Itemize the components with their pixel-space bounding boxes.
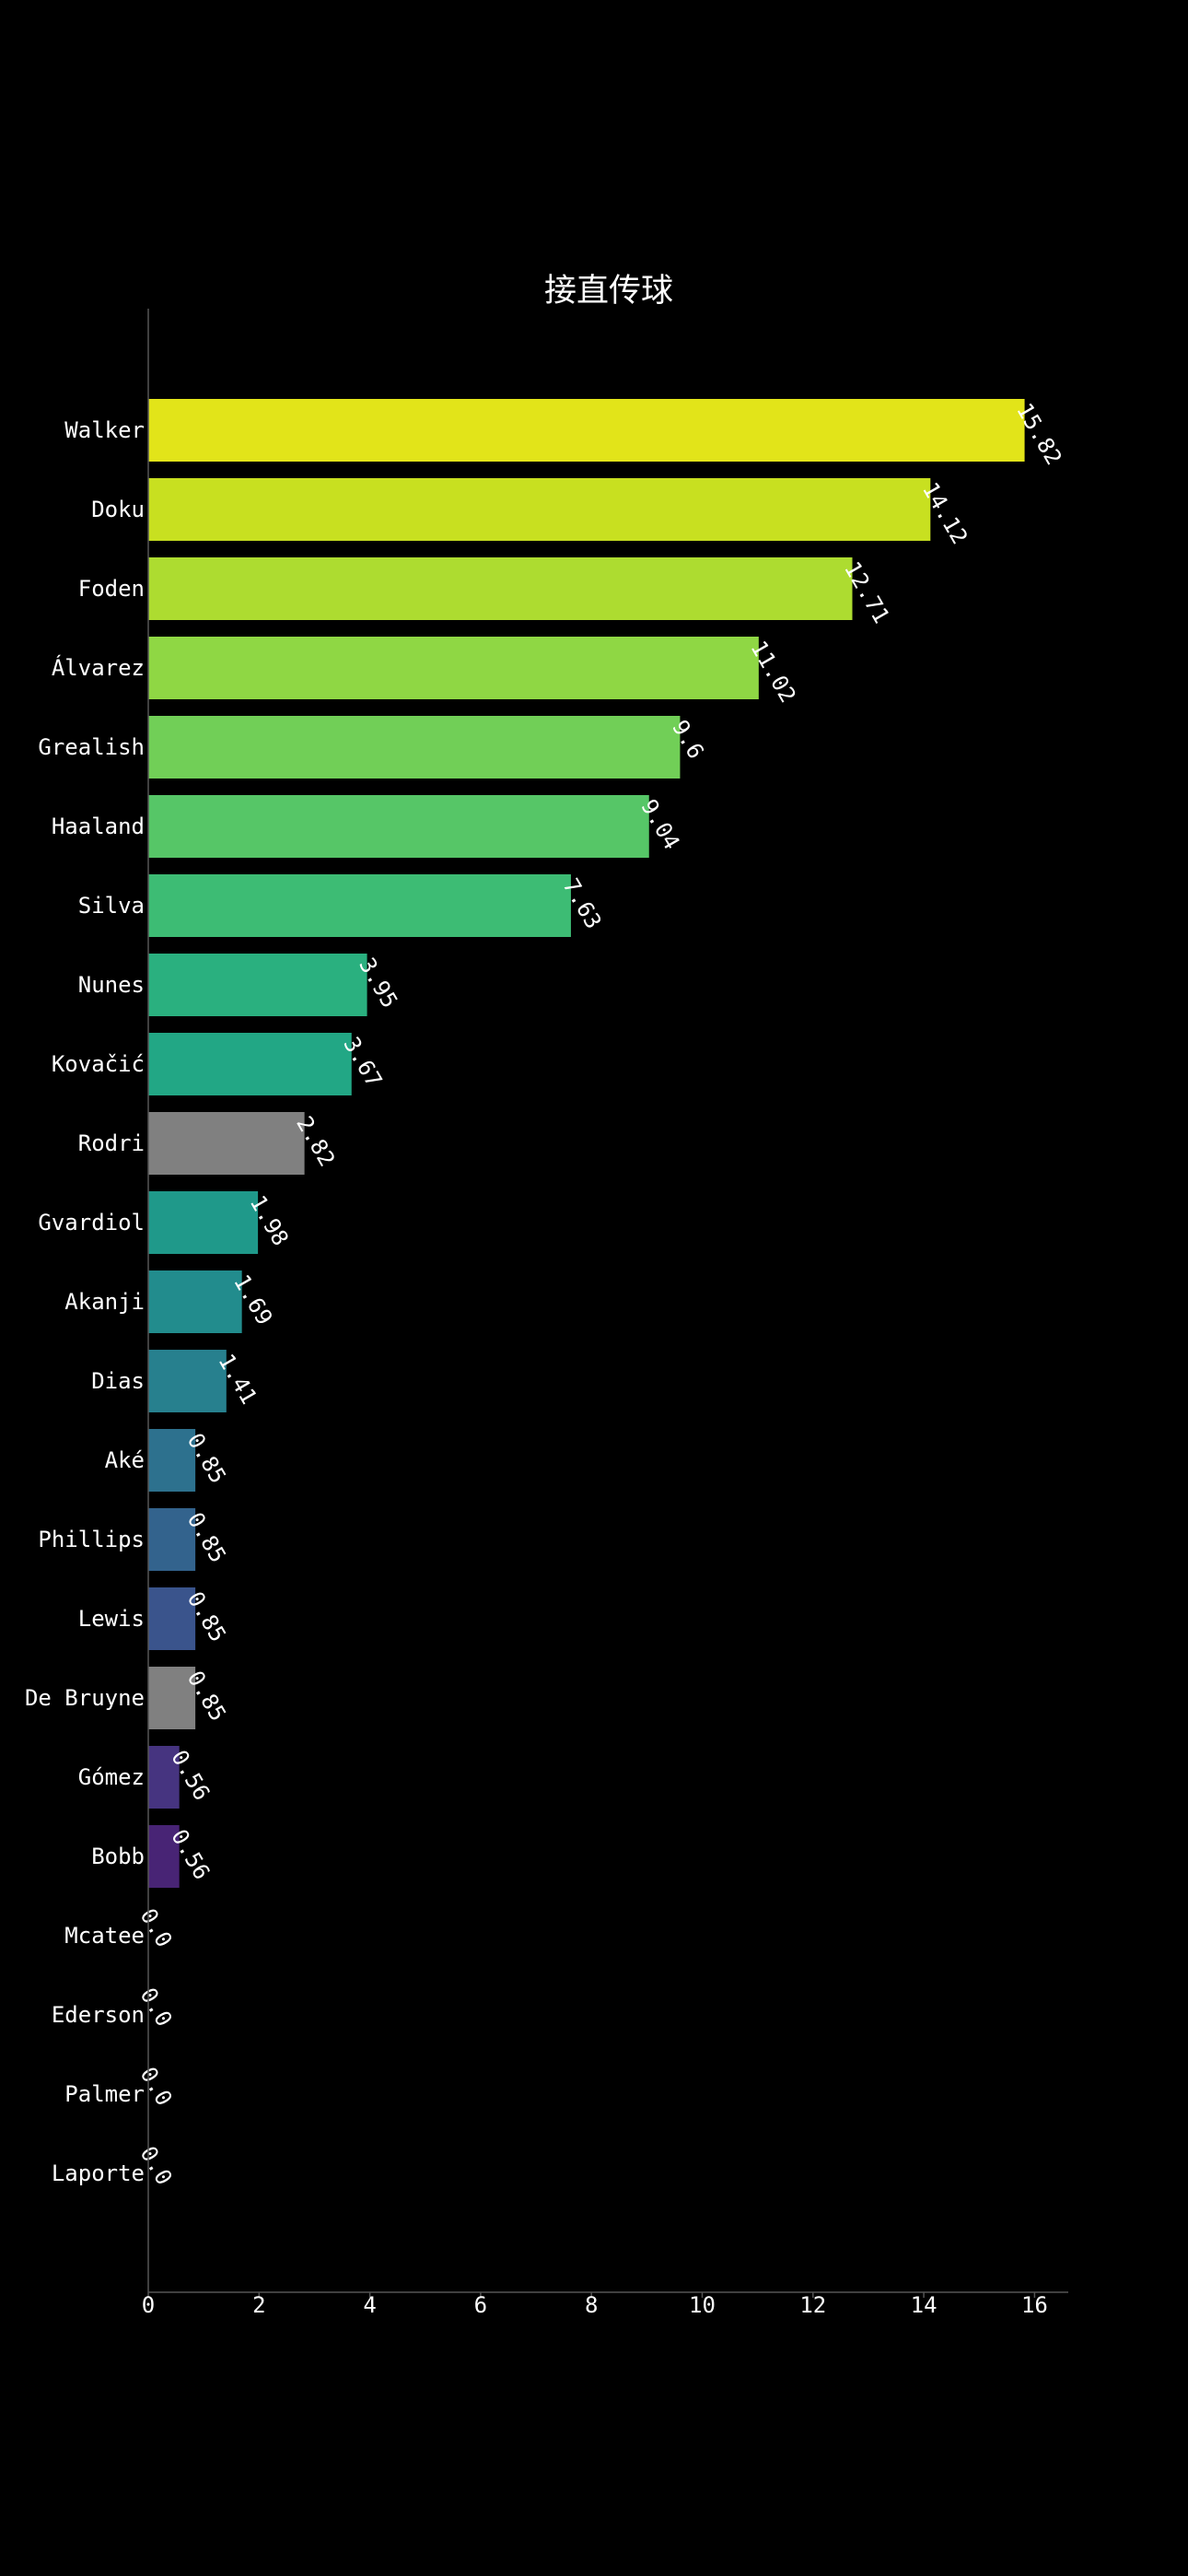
x-tick-label: 14 — [911, 2292, 938, 2318]
x-tick-label: 12 — [799, 2292, 826, 2318]
bar-walker — [148, 399, 1025, 462]
bars-group — [148, 399, 1025, 1888]
bar-foden — [148, 557, 853, 620]
category-label: Nunes — [78, 972, 145, 998]
bar-gómez — [148, 1746, 180, 1809]
category-label: Álvarez — [52, 654, 145, 681]
category-label: Palmer — [64, 2081, 145, 2107]
bar-akanji — [148, 1270, 242, 1333]
category-label: Gvardiol — [38, 1210, 145, 1235]
category-label: Rodri — [78, 1130, 145, 1156]
bar-kovačić — [148, 1033, 352, 1095]
bar-lewis — [148, 1587, 196, 1650]
category-label: Ederson — [52, 2002, 145, 2028]
bar-doku — [148, 478, 931, 541]
category-label: Doku — [91, 497, 145, 522]
bar-haaland — [148, 795, 649, 858]
category-labels-group: Walker Doku Foden Álvarez Grealish Haaland Sil… — [25, 417, 145, 2186]
bar-silva — [148, 874, 571, 937]
x-tick-label: 6 — [474, 2292, 487, 2318]
category-label: Mcatee — [64, 1923, 145, 1949]
category-label: De Bruyne — [25, 1685, 145, 1711]
category-label: Foden — [78, 576, 145, 602]
bar-aké — [148, 1429, 196, 1492]
x-tick-label: 16 — [1021, 2292, 1048, 2318]
category-label: Dias — [91, 1368, 145, 1394]
bar-dias — [148, 1350, 227, 1412]
category-label: Silva — [78, 893, 145, 919]
bar-phillips — [148, 1508, 196, 1571]
category-label: Bobb — [91, 1844, 145, 1869]
x-tick-label: 0 — [142, 2292, 155, 2318]
category-label: Grealish — [38, 734, 145, 760]
bar-gvardiol — [148, 1191, 259, 1254]
category-label: Walker — [64, 417, 145, 443]
category-label: Lewis — [78, 1606, 145, 1632]
category-label: Phillips — [38, 1527, 145, 1552]
x-ticks-group: 0 2 4 6 8 10 12 14 16 — [142, 2292, 1048, 2318]
category-label: Kovačić — [52, 1051, 145, 1077]
bar-de-bruyne — [148, 1667, 196, 1729]
x-tick-label: 8 — [585, 2292, 598, 2318]
x-tick-label: 2 — [252, 2292, 265, 2318]
bar-álvarez — [148, 637, 759, 699]
chart-title: 接直传球 — [544, 273, 673, 310]
bar-nunes — [148, 954, 367, 1016]
bar-grealish — [148, 716, 681, 779]
category-label: Haaland — [52, 814, 145, 839]
category-label: Aké — [105, 1447, 145, 1473]
category-label: Gómez — [78, 1764, 145, 1790]
x-tick-label: 10 — [689, 2292, 716, 2318]
category-label: Laporte — [52, 2160, 145, 2186]
category-label: Akanji — [64, 1289, 145, 1315]
bar-rodri — [148, 1112, 305, 1175]
x-tick-label: 4 — [363, 2292, 376, 2318]
bar-bobb — [148, 1825, 180, 1888]
